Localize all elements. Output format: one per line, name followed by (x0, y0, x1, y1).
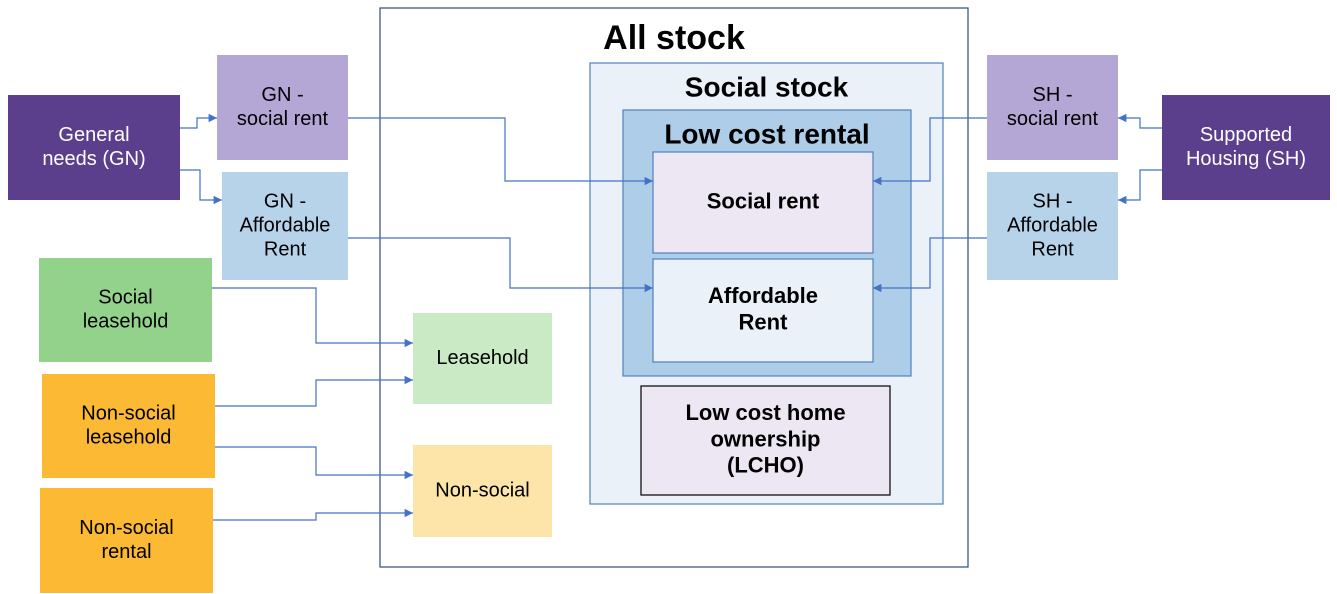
box (987, 55, 1118, 160)
box-label: needs (GN) (42, 148, 145, 170)
box-label: Affordable (708, 283, 818, 308)
box-label: leasehold (83, 310, 169, 332)
box (987, 172, 1118, 280)
box-label: All stock (603, 19, 745, 57)
box-label: Non-social (79, 517, 173, 539)
box (640, 385, 891, 496)
box-label: Non-social (435, 479, 529, 501)
box (217, 55, 348, 160)
box-label: Social stock (685, 71, 849, 102)
box-label: Leasehold (436, 347, 528, 369)
connector (212, 287, 413, 348)
connector (348, 237, 653, 293)
box (8, 95, 180, 200)
box-label: Affordable (240, 214, 331, 236)
box (413, 313, 552, 404)
box-label: social rent (237, 108, 329, 130)
box-label: Supported (1200, 124, 1292, 146)
connector (348, 117, 653, 186)
box-label: GN - (264, 190, 306, 212)
box-label: Social rent (707, 188, 820, 213)
box (652, 151, 874, 254)
box (1162, 95, 1330, 200)
box-label: Low cost home (685, 400, 845, 425)
box (222, 172, 348, 280)
box-label: Rent (264, 238, 307, 260)
connector (873, 117, 987, 186)
box-label: SH - (1033, 190, 1073, 212)
box-label: ownership (710, 426, 820, 451)
connector (215, 375, 413, 407)
box-label: leasehold (86, 426, 172, 448)
box-label: SH - (1033, 84, 1073, 106)
connector (873, 237, 987, 293)
box-label: (LCHO) (727, 453, 804, 478)
boxes: All stock Social stock Low cost rental Soci… (8, 7, 1330, 593)
box (42, 374, 215, 478)
box-label: social rent (1007, 108, 1099, 130)
box-label: rental (101, 541, 151, 563)
box-label: Social (98, 286, 152, 308)
box-label: GN - (261, 84, 303, 106)
connector (1118, 169, 1162, 205)
box-label: Rent (739, 310, 789, 335)
box (39, 258, 212, 362)
connector (1118, 113, 1162, 129)
box-label: General (58, 124, 129, 146)
box (413, 445, 552, 537)
box-label: Non-social (81, 402, 175, 424)
connector (180, 113, 217, 129)
box-label: Affordable (1007, 214, 1098, 236)
connector (215, 446, 413, 480)
box-label: Low cost rental (664, 118, 869, 149)
box (652, 258, 874, 363)
connectors (180, 113, 1162, 521)
connector (180, 169, 222, 205)
box-label: Housing (SH) (1186, 148, 1306, 170)
box (40, 488, 213, 593)
connector (213, 508, 413, 521)
box-label: Rent (1031, 238, 1074, 260)
